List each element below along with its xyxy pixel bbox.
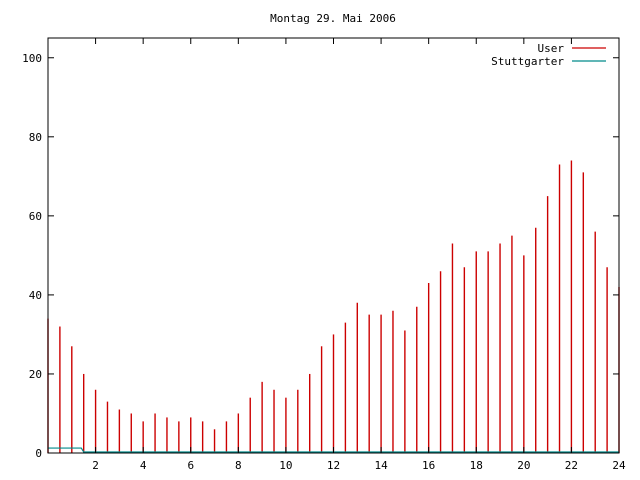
x-tick-label-4: 10 (279, 459, 292, 472)
line-stuttgarter (48, 447, 619, 453)
bars-group (47, 160, 620, 453)
x-tick-label-7: 16 (422, 459, 435, 472)
x-tick-label-6: 14 (374, 459, 388, 472)
y-tick-label-2: 40 (29, 289, 42, 302)
y-tick-label-1: 20 (29, 368, 42, 381)
legend-label-user: User (538, 42, 565, 55)
y-axis: 0 20 40 60 80 100 (22, 52, 619, 460)
y-tick-label-4: 80 (29, 131, 42, 144)
x-tick-label-9: 20 (517, 459, 530, 472)
x-axis: 2 4 6 8 10 12 14 16 18 20 22 24 (92, 38, 626, 472)
secondary-series-group (48, 447, 619, 453)
legend: User Stuttgarter (491, 42, 606, 68)
x-tick-label-5: 12 (327, 459, 340, 472)
x-tick-label-8: 18 (470, 459, 483, 472)
y-tick-label-3: 60 (29, 210, 42, 223)
y-tick-label-0: 0 (35, 447, 42, 460)
x-tick-label-3: 8 (235, 459, 242, 472)
x-tick-label-2: 6 (187, 459, 194, 472)
chart-title: Montag 29. Mai 2006 (270, 12, 396, 25)
legend-label-stuttgarter: Stuttgarter (491, 55, 564, 68)
x-tick-label-0: 2 (92, 459, 99, 472)
x-tick-label-1: 4 (140, 459, 147, 472)
x-tick-label-11: 24 (612, 459, 626, 472)
x-tick-label-10: 22 (565, 459, 578, 472)
y-tick-label-5: 100 (22, 52, 42, 65)
